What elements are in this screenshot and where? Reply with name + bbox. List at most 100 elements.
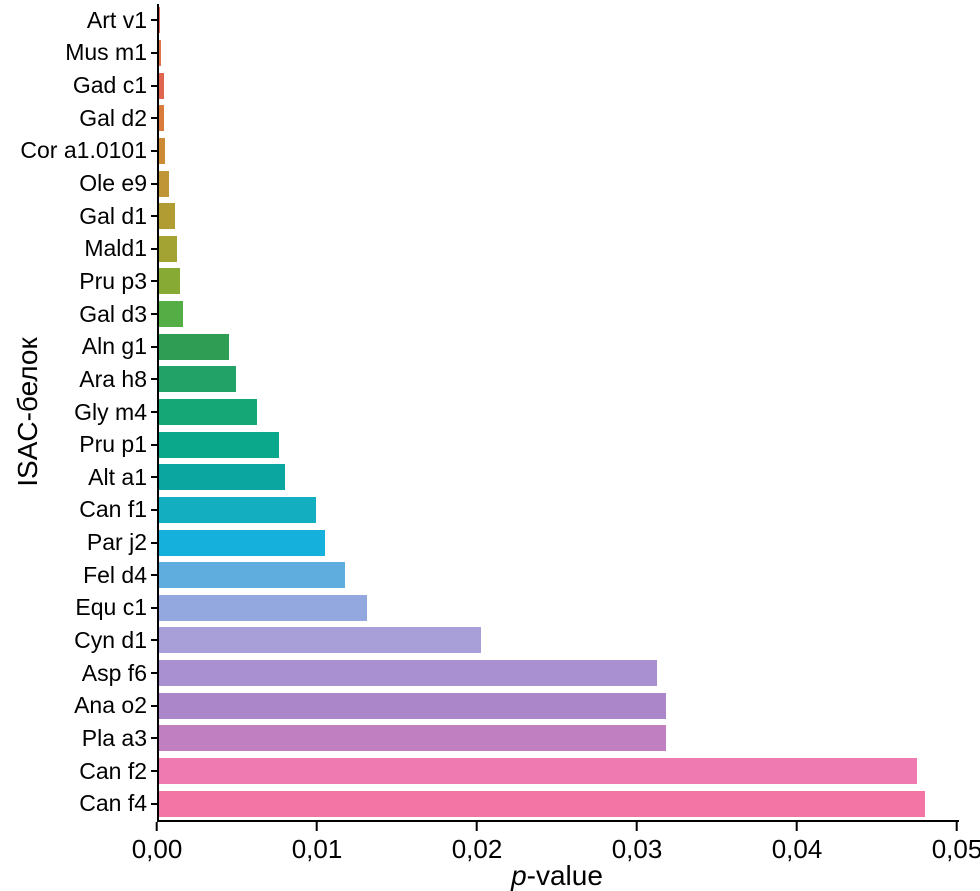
y-tick-mark [151, 378, 159, 381]
value-bar [159, 399, 257, 425]
x-tick-label: 0,00 [131, 834, 183, 864]
value-bar [159, 431, 279, 458]
plot-area: Art v1 Mus m1 Gad c1 Gal d2 Cor a1.0101 Ole e… [20, 4, 959, 822]
y-tick-mark [151, 704, 159, 707]
chart-row: Pru p3 [79, 265, 959, 298]
chart-row: Mus m1 [65, 37, 959, 70]
category-label: Alt a1 [88, 463, 147, 490]
x-axis-title-italic: p [511, 860, 527, 891]
category-label: Gal d3 [79, 300, 147, 327]
chart-row: Art v1 [87, 4, 959, 37]
category-label: Cyn d1 [74, 626, 147, 653]
value-bar [159, 301, 183, 328]
category-label: Aln g1 [81, 333, 147, 360]
value-bar [159, 594, 367, 621]
category-label: Can f1 [79, 496, 147, 523]
x-tick: 0,05 [932, 822, 980, 865]
x-tick-mark [155, 822, 158, 831]
category-label: Cor a1.0101 [20, 137, 147, 164]
value-bar [159, 333, 230, 360]
x-tick-label: 0,01 [291, 834, 343, 864]
category-label: Pru p1 [79, 431, 147, 458]
value-bar [159, 725, 667, 752]
category-label: Art v1 [86, 6, 147, 33]
x-tick: 0,00 [131, 822, 183, 865]
x-tick-mark [315, 822, 318, 831]
chart-row: Ana o2 [74, 689, 959, 722]
y-tick-mark [151, 51, 159, 54]
x-tick-mark [955, 822, 958, 831]
chart-row: Can f4 [79, 787, 959, 820]
chart-row: Aln g1 [82, 330, 959, 363]
category-label: Mald1 [84, 235, 147, 262]
y-tick-mark [151, 411, 159, 413]
value-bar [159, 72, 164, 99]
y-tick-mark [151, 443, 159, 446]
value-bar [159, 660, 657, 687]
x-tick: 0,01 [291, 822, 343, 865]
y-tick-mark [151, 574, 159, 577]
category-label: Par j2 [86, 529, 147, 556]
category-label: Can f2 [79, 757, 147, 784]
chart-row: Pru p1 [79, 428, 959, 461]
value-bar [159, 170, 169, 197]
y-tick-mark [151, 84, 159, 87]
x-axis-title-rest: -value [526, 860, 603, 891]
chart-row: Equ c1 [75, 592, 959, 625]
chart-row: Gal d2 [79, 102, 959, 135]
x-tick-label: 0,02 [451, 834, 503, 864]
chart-row: Cor a1.0101 [20, 135, 959, 168]
value-bar [159, 496, 316, 523]
category-label: Pla a3 [81, 724, 147, 751]
category-label: Pru p3 [79, 267, 147, 294]
chart-row: Par j2 [87, 526, 959, 559]
chart-row: Gly m4 [74, 396, 959, 429]
chart-row: Asp f6 [82, 657, 959, 690]
chart-row: Ara h8 [79, 363, 959, 396]
x-tick-label: 0,03 [611, 834, 663, 864]
y-tick-mark [151, 476, 159, 479]
value-bar [159, 464, 286, 491]
y-tick-mark [151, 117, 159, 120]
value-bar [159, 235, 177, 262]
value-bar [159, 105, 164, 132]
x-tick-mark [475, 822, 478, 831]
y-tick-mark [151, 606, 159, 609]
value-bar [159, 562, 345, 589]
y-tick-mark [151, 639, 159, 642]
category-label: Fel d4 [83, 561, 147, 588]
y-tick-mark [151, 149, 159, 152]
y-tick-mark [151, 737, 159, 740]
value-bar [159, 627, 481, 654]
value-bar [159, 758, 918, 785]
value-bar [159, 7, 160, 34]
x-tick: 0,02 [451, 822, 503, 865]
x-tick: 0,03 [611, 822, 663, 865]
x-tick-mark [795, 822, 798, 831]
category-label: Ole e9 [79, 170, 147, 197]
bar-rows: Art v1 Mus m1 Gad c1 Gal d2 Cor a1.0101 Ole e… [20, 4, 959, 820]
chart-row: Gad c1 [73, 69, 959, 102]
y-tick-mark [151, 182, 159, 185]
chart-row: Cyn d1 [74, 624, 959, 657]
y-tick-mark [151, 19, 159, 22]
x-tick-mark [635, 822, 638, 831]
value-bar [159, 137, 166, 164]
y-axis-title: ISAC-белок [12, 337, 43, 487]
x-axis-title: p-value [157, 860, 957, 891]
chart-row: Pla a3 [82, 722, 959, 755]
category-label: Ara h8 [79, 365, 147, 392]
category-label: Gly m4 [74, 398, 147, 425]
chart-row: Mald1 [84, 232, 959, 265]
category-label: Mus m1 [65, 39, 147, 66]
y-tick-mark [151, 508, 159, 511]
category-label: Asp f6 [81, 659, 147, 686]
chart-row: Gal d1 [79, 200, 959, 233]
chart-row: Can f1 [79, 494, 959, 527]
value-bar [159, 203, 175, 230]
value-bar [159, 39, 161, 66]
x-tick-label: 0,05 [931, 834, 980, 864]
value-bar [159, 366, 236, 393]
category-label: Equ c1 [75, 594, 147, 621]
